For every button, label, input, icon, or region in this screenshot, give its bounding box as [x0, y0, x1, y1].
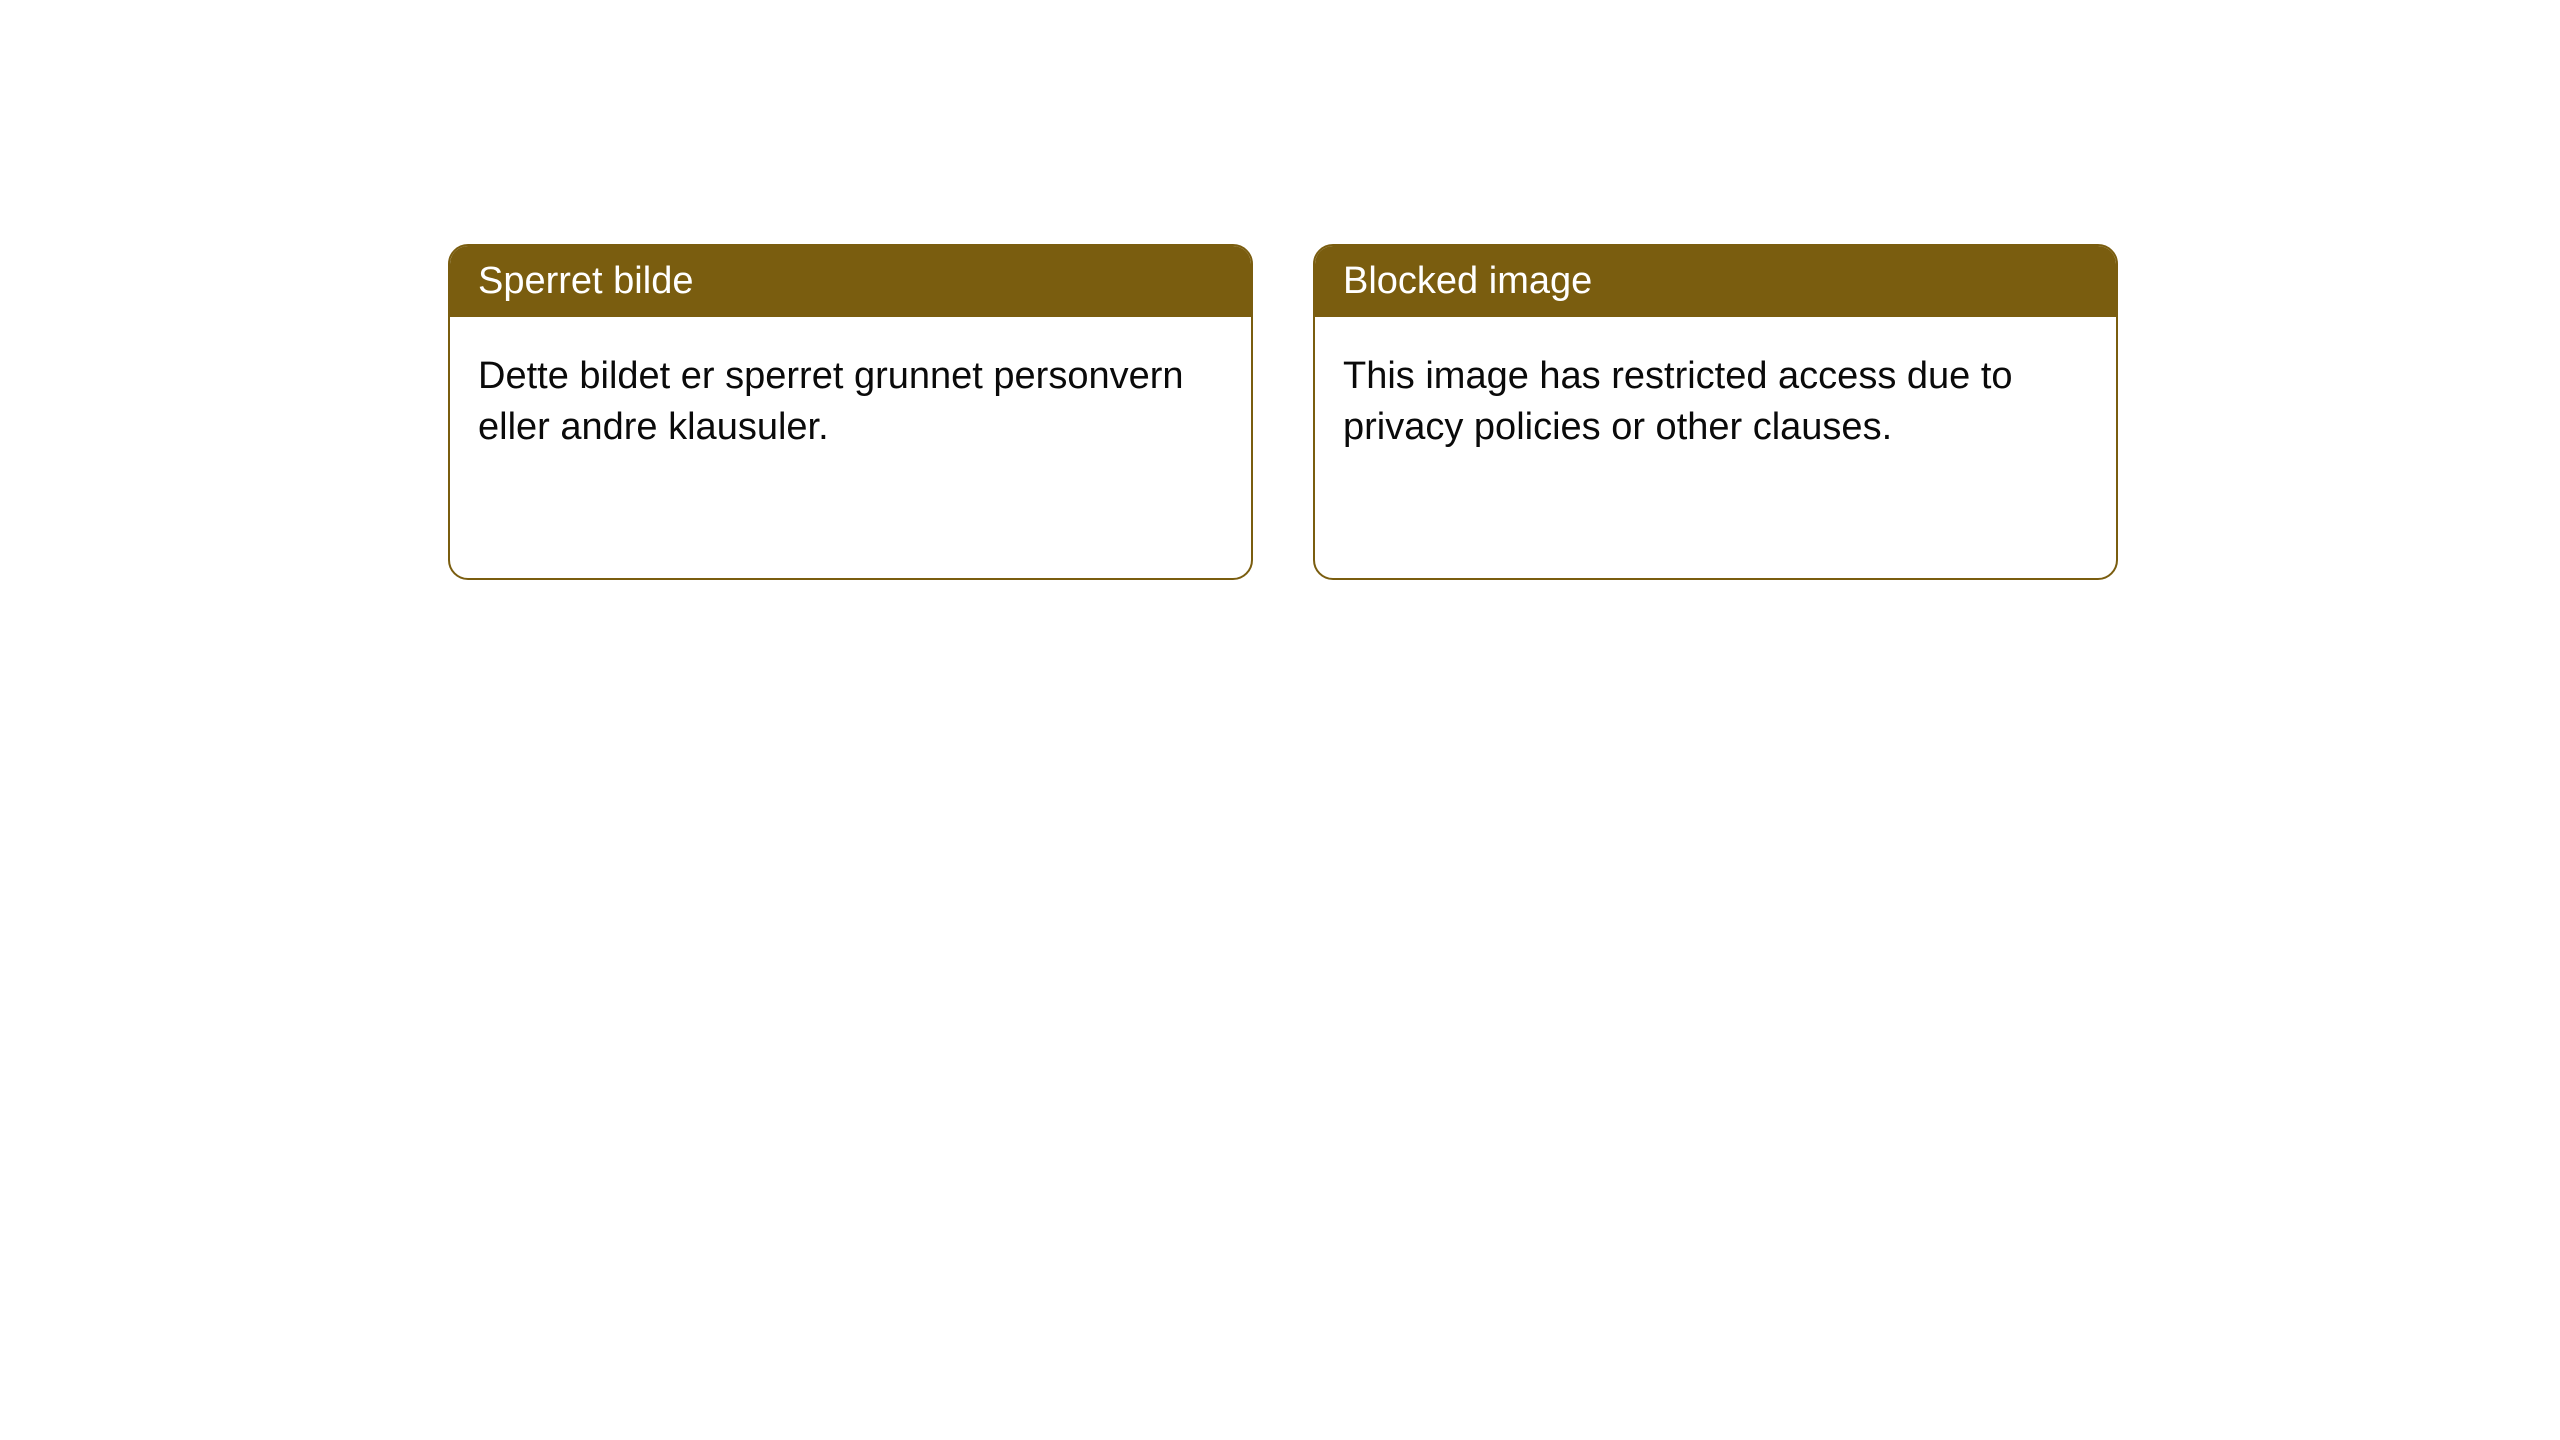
blocked-image-cards: Sperret bilde Dette bildet er sperret gr… [448, 244, 2118, 580]
card-english: Blocked image This image has restricted … [1313, 244, 2118, 580]
card-message: Dette bildet er sperret grunnet personve… [478, 355, 1184, 448]
card-body: Dette bildet er sperret grunnet personve… [450, 317, 1251, 488]
card-body: This image has restricted access due to … [1315, 317, 2116, 488]
card-header: Sperret bilde [450, 246, 1251, 317]
card-header: Blocked image [1315, 246, 2116, 317]
card-message: This image has restricted access due to … [1343, 355, 2013, 448]
card-title: Sperret bilde [478, 260, 693, 302]
card-norwegian: Sperret bilde Dette bildet er sperret gr… [448, 244, 1253, 580]
card-title: Blocked image [1343, 260, 1592, 302]
